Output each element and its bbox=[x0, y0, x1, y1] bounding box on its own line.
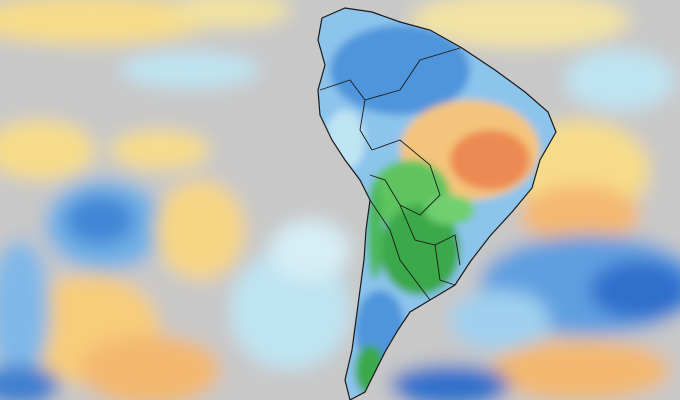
anomaly-dry bbox=[155, 180, 245, 280]
anomaly-wet bbox=[565, 50, 675, 110]
border bbox=[434, 244, 456, 286]
anomaly-dry bbox=[0, 120, 95, 180]
anomaly-dry bbox=[110, 130, 210, 170]
anomaly-wet bbox=[0, 365, 60, 400]
anomaly-wet bbox=[390, 365, 510, 400]
anomaly-dry bbox=[520, 185, 640, 245]
country-borders bbox=[319, 47, 461, 301]
anomaly-wet bbox=[450, 290, 550, 350]
border bbox=[364, 47, 461, 101]
anomaly-wet bbox=[0, 240, 50, 380]
anomaly-wet-strong bbox=[380, 205, 460, 295]
anomaly-dry bbox=[450, 130, 530, 190]
anomaly-dry bbox=[80, 335, 220, 400]
anomaly-dry bbox=[490, 340, 670, 400]
anomaly-dry bbox=[410, 0, 630, 48]
border bbox=[369, 199, 431, 301]
anomaly-wet bbox=[590, 260, 680, 320]
anomaly-wet bbox=[270, 220, 350, 280]
coastline bbox=[317, 7, 557, 400]
anomaly-wet bbox=[120, 52, 260, 88]
anomaly-dry bbox=[170, 0, 290, 28]
anomaly-wet bbox=[330, 25, 470, 115]
border bbox=[369, 139, 441, 216]
anomaly-dry bbox=[0, 0, 210, 45]
anomaly-wet bbox=[230, 250, 350, 370]
anomaly-wet-strong bbox=[367, 180, 383, 280]
anomaly-wet bbox=[65, 195, 135, 245]
anomaly-wet-strong bbox=[425, 195, 475, 225]
